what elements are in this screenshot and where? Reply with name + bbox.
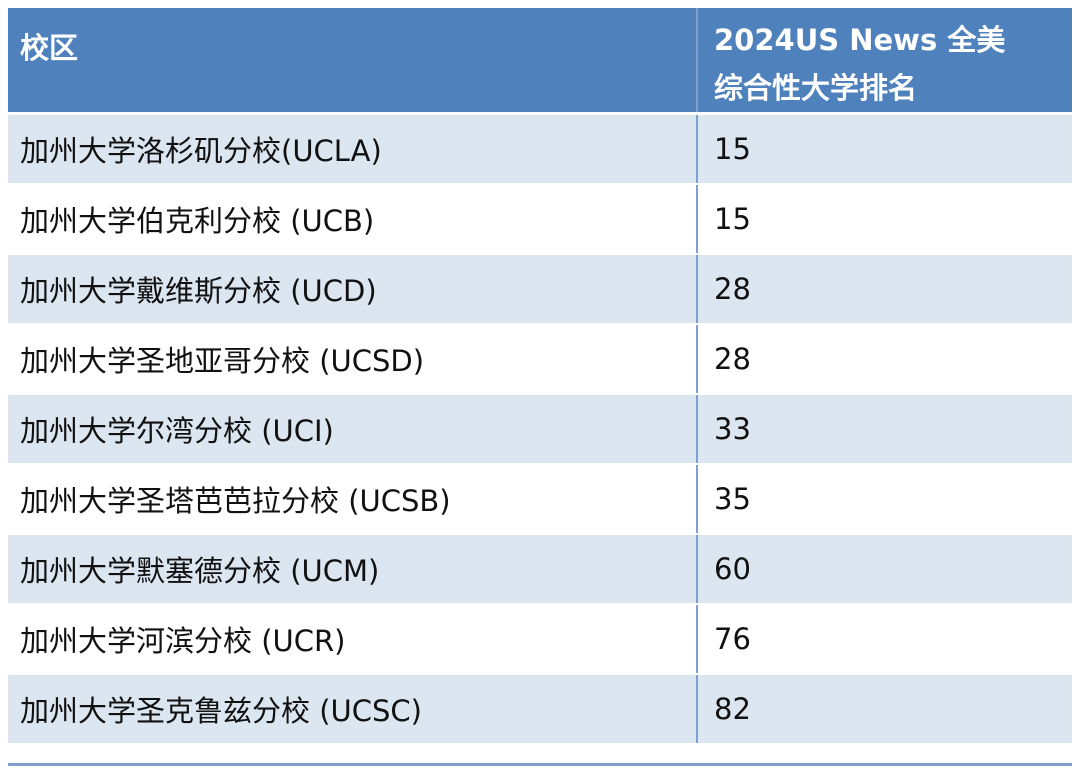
- header-row: 校区 2024US News 全美 综合性大学排名: [8, 8, 1072, 115]
- campus-cell: 加州大学洛杉矶分校(UCLA): [8, 113, 697, 185]
- rank-cell: 15: [696, 113, 1072, 185]
- header-campus: 校区: [8, 8, 697, 115]
- campus-cell: 加州大学圣塔芭芭拉分校 (UCSB): [8, 463, 697, 535]
- table-row: 加州大学戴维斯分校 (UCD) 28: [8, 253, 1072, 325]
- table-bottom-border: [8, 763, 1072, 766]
- table-row: 加州大学圣地亚哥分校 (UCSD) 28: [8, 323, 1072, 395]
- rank-cell: 60: [696, 533, 1072, 605]
- table-row: 加州大学圣塔芭芭拉分校 (UCSB) 35: [8, 463, 1072, 535]
- campus-cell: 加州大学戴维斯分校 (UCD): [8, 253, 697, 325]
- rank-cell: 82: [696, 673, 1072, 745]
- rank-cell: 35: [696, 463, 1072, 535]
- rank-cell: 28: [696, 253, 1072, 325]
- table-row: 加州大学河滨分校 (UCR) 76: [8, 603, 1072, 675]
- table-body: 加州大学洛杉矶分校(UCLA) 15 加州大学伯克利分校 (UCB) 15 加州…: [8, 113, 1072, 745]
- table-row: 加州大学伯克利分校 (UCB) 15: [8, 183, 1072, 255]
- table-row: 加州大学默塞德分校 (UCM) 60: [8, 533, 1072, 605]
- campus-cell: 加州大学圣地亚哥分校 (UCSD): [8, 323, 697, 395]
- campus-cell: 加州大学河滨分校 (UCR): [8, 603, 697, 675]
- table-row: 加州大学尔湾分校 (UCI) 33: [8, 393, 1072, 465]
- rank-cell: 28: [696, 323, 1072, 395]
- rank-cell: 15: [696, 183, 1072, 255]
- header-rank: 2024US News 全美 综合性大学排名: [696, 8, 1072, 115]
- header-rank-line2: 综合性大学排名: [714, 71, 918, 105]
- ranking-table: 校区 2024US News 全美 综合性大学排名 加州大学洛杉矶分校(UCLA…: [8, 8, 1072, 745]
- rank-cell: 33: [696, 393, 1072, 465]
- table-row: 加州大学圣克鲁兹分校 (UCSC) 82: [8, 673, 1072, 745]
- table-row: 加州大学洛杉矶分校(UCLA) 15: [8, 113, 1072, 185]
- ranking-table-container: 校区 2024US News 全美 综合性大学排名 加州大学洛杉矶分校(UCLA…: [8, 8, 1072, 745]
- header-rank-line1: 2024US News 全美: [714, 23, 1006, 57]
- campus-cell: 加州大学默塞德分校 (UCM): [8, 533, 697, 605]
- campus-cell: 加州大学圣克鲁兹分校 (UCSC): [8, 673, 697, 745]
- campus-cell: 加州大学尔湾分校 (UCI): [8, 393, 697, 465]
- rank-cell: 76: [696, 603, 1072, 675]
- campus-cell: 加州大学伯克利分校 (UCB): [8, 183, 697, 255]
- table-header: 校区 2024US News 全美 综合性大学排名: [8, 8, 1072, 115]
